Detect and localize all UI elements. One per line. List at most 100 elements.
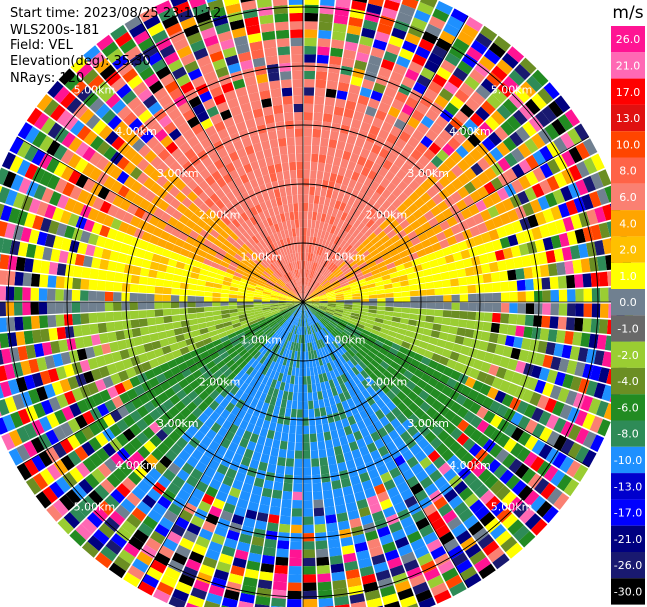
range-gate — [316, 212, 322, 222]
range-gate — [102, 214, 115, 227]
range-gate — [366, 279, 375, 285]
range-gate — [279, 291, 288, 296]
range-gate — [497, 157, 511, 172]
range-gate — [138, 353, 149, 364]
range-gate — [35, 491, 52, 509]
range-gate — [225, 143, 236, 155]
range-gate — [133, 336, 144, 346]
range-gate — [385, 214, 396, 225]
range-gate — [42, 486, 58, 504]
range-gate — [370, 90, 383, 102]
range-gate — [344, 213, 353, 224]
range-gate — [300, 285, 303, 294]
range-gate — [18, 177, 32, 194]
range-gate — [295, 136, 303, 146]
range-gate — [260, 22, 275, 33]
range-gate — [84, 346, 96, 359]
range-gate — [295, 286, 300, 295]
range-gate — [138, 284, 147, 293]
range-gate — [255, 150, 265, 161]
range-gate — [262, 237, 270, 247]
range-gate — [115, 262, 126, 273]
range-gate — [480, 263, 491, 274]
range-gate — [199, 327, 209, 335]
range-gate — [561, 150, 576, 167]
range-gate — [171, 308, 180, 316]
range-gate — [126, 492, 141, 507]
range-gate — [109, 250, 120, 262]
range-gate — [74, 158, 89, 173]
range-gate — [169, 160, 182, 173]
range-gate — [82, 68, 99, 85]
range-gate — [46, 140, 61, 157]
range-gate — [285, 246, 291, 255]
range-gate — [287, 304, 296, 308]
range-gate — [210, 334, 220, 342]
range-gate — [346, 134, 357, 145]
range-gate — [157, 442, 170, 455]
range-gate — [395, 214, 406, 224]
range-gate — [229, 260, 239, 268]
range-gate — [366, 283, 376, 289]
range-gate — [227, 264, 237, 272]
range-gate — [276, 171, 284, 181]
range-gate — [149, 434, 163, 448]
range-gate — [230, 315, 240, 321]
range-gate — [254, 268, 263, 275]
range-gate — [272, 206, 280, 216]
range-gate — [310, 296, 319, 300]
range-gate — [157, 263, 168, 273]
range-gate — [407, 167, 420, 180]
range-gate — [199, 229, 210, 239]
field-label: Field: VEL — [10, 38, 73, 53]
range-gate — [288, 203, 294, 213]
range-gate — [368, 0, 384, 7]
range-gate — [46, 302, 56, 315]
range-gate — [217, 347, 227, 356]
range-gate — [310, 228, 315, 237]
range-gate — [98, 500, 114, 516]
range-gate — [349, 281, 358, 287]
range-gate — [212, 257, 222, 265]
range-gate — [408, 252, 419, 261]
range-gate — [332, 31, 346, 41]
range-gate — [270, 293, 280, 297]
range-gate — [233, 228, 243, 238]
range-gate — [71, 361, 83, 375]
range-gate — [328, 215, 336, 225]
range-gate — [440, 59, 456, 74]
range-gate — [236, 298, 246, 302]
range-gate — [133, 384, 146, 397]
range-gate — [390, 71, 404, 84]
range-gate — [173, 1, 191, 15]
range-gate — [116, 83, 132, 99]
range-gate — [298, 260, 302, 270]
range-gate — [313, 245, 318, 255]
range-gate — [131, 265, 142, 276]
range-gate — [239, 382, 249, 392]
range-gate — [202, 337, 213, 346]
range-gate — [280, 290, 289, 296]
range-gate — [309, 278, 314, 287]
range-gate — [194, 208, 205, 219]
range-gate — [67, 213, 80, 227]
range-gate — [294, 300, 303, 302]
range-gate — [303, 300, 312, 302]
range-gate — [334, 257, 342, 266]
range-gate — [216, 327, 226, 335]
range-gate — [273, 335, 281, 344]
range-gate — [44, 204, 57, 219]
range-gate — [172, 321, 182, 329]
range-gate — [311, 244, 315, 254]
range-gate — [391, 98, 405, 111]
range-gate — [303, 169, 310, 179]
range-gate — [319, 298, 328, 301]
range-gate — [162, 294, 171, 302]
range-gate — [52, 499, 69, 517]
range-gate — [424, 59, 440, 74]
range-gate — [425, 161, 438, 174]
range-gate — [206, 374, 217, 385]
range-gate — [336, 273, 345, 280]
range-gate — [239, 234, 248, 244]
range-gate — [243, 181, 253, 192]
